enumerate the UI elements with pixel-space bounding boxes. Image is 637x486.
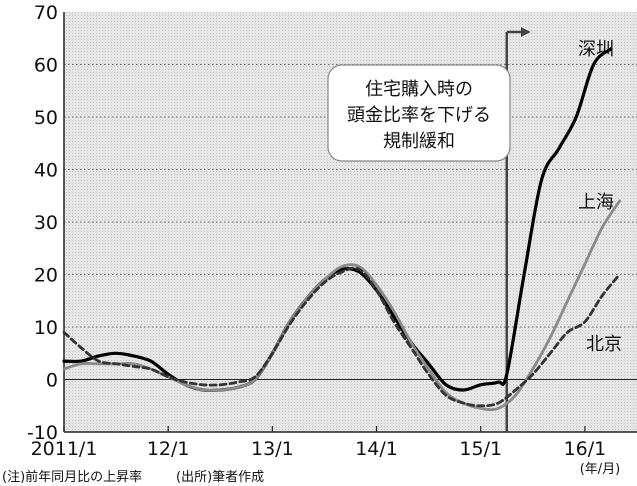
x-axis: 2011/1 12/1 13/1 14/1 15/1 16/1 bbox=[31, 426, 607, 460]
x-tick-label-4: 15/1 bbox=[459, 438, 502, 460]
y-tick-label-50: 50 bbox=[34, 107, 58, 129]
x-tick-label-2: 13/1 bbox=[251, 438, 294, 460]
x-tick-label-0: 2011/1 bbox=[31, 438, 98, 460]
series-label-beijing: 北京 bbox=[586, 334, 622, 355]
x-tick-label-3: 14/1 bbox=[355, 438, 398, 460]
y-tick-label-10: 10 bbox=[34, 317, 58, 339]
x-tick-label-5: 16/1 bbox=[564, 438, 607, 460]
annotation-callout: 住宅購入時の 頭金比率を下げる 規制緩和 bbox=[327, 64, 511, 162]
series-line-0 bbox=[62, 47, 613, 393]
series-lines bbox=[62, 47, 621, 412]
y-tick-label-20: 20 bbox=[34, 265, 58, 287]
y-tick-label-0: 0 bbox=[46, 370, 58, 392]
annotation-line-3: 規制緩和 bbox=[383, 131, 455, 152]
y-tick-label-40: 40 bbox=[34, 160, 58, 182]
note-right: (出所)筆者作成 bbox=[176, 470, 264, 485]
annotation-box bbox=[327, 64, 511, 162]
note-left: (注)前年同月比の上昇率 bbox=[2, 469, 142, 485]
series-label-shenzhen: 深圳 bbox=[578, 39, 614, 60]
y-tick-label-70: 70 bbox=[34, 2, 58, 24]
series-line-2 bbox=[62, 266, 621, 408]
y-tick-label--10: -10 bbox=[27, 422, 58, 444]
y-tick-label-60: 60 bbox=[34, 55, 58, 77]
annotation-line-1: 住宅購入時の bbox=[365, 79, 473, 100]
x-unit-label: (年/月) bbox=[580, 462, 621, 477]
annotation-line-2: 頭金比率を下げる bbox=[347, 105, 491, 126]
gridlines bbox=[64, 64, 637, 380]
series-label-shanghai: 上海 bbox=[578, 192, 614, 213]
x-tick-label-1: 12/1 bbox=[147, 438, 190, 460]
y-tick-label-30: 30 bbox=[34, 212, 58, 234]
